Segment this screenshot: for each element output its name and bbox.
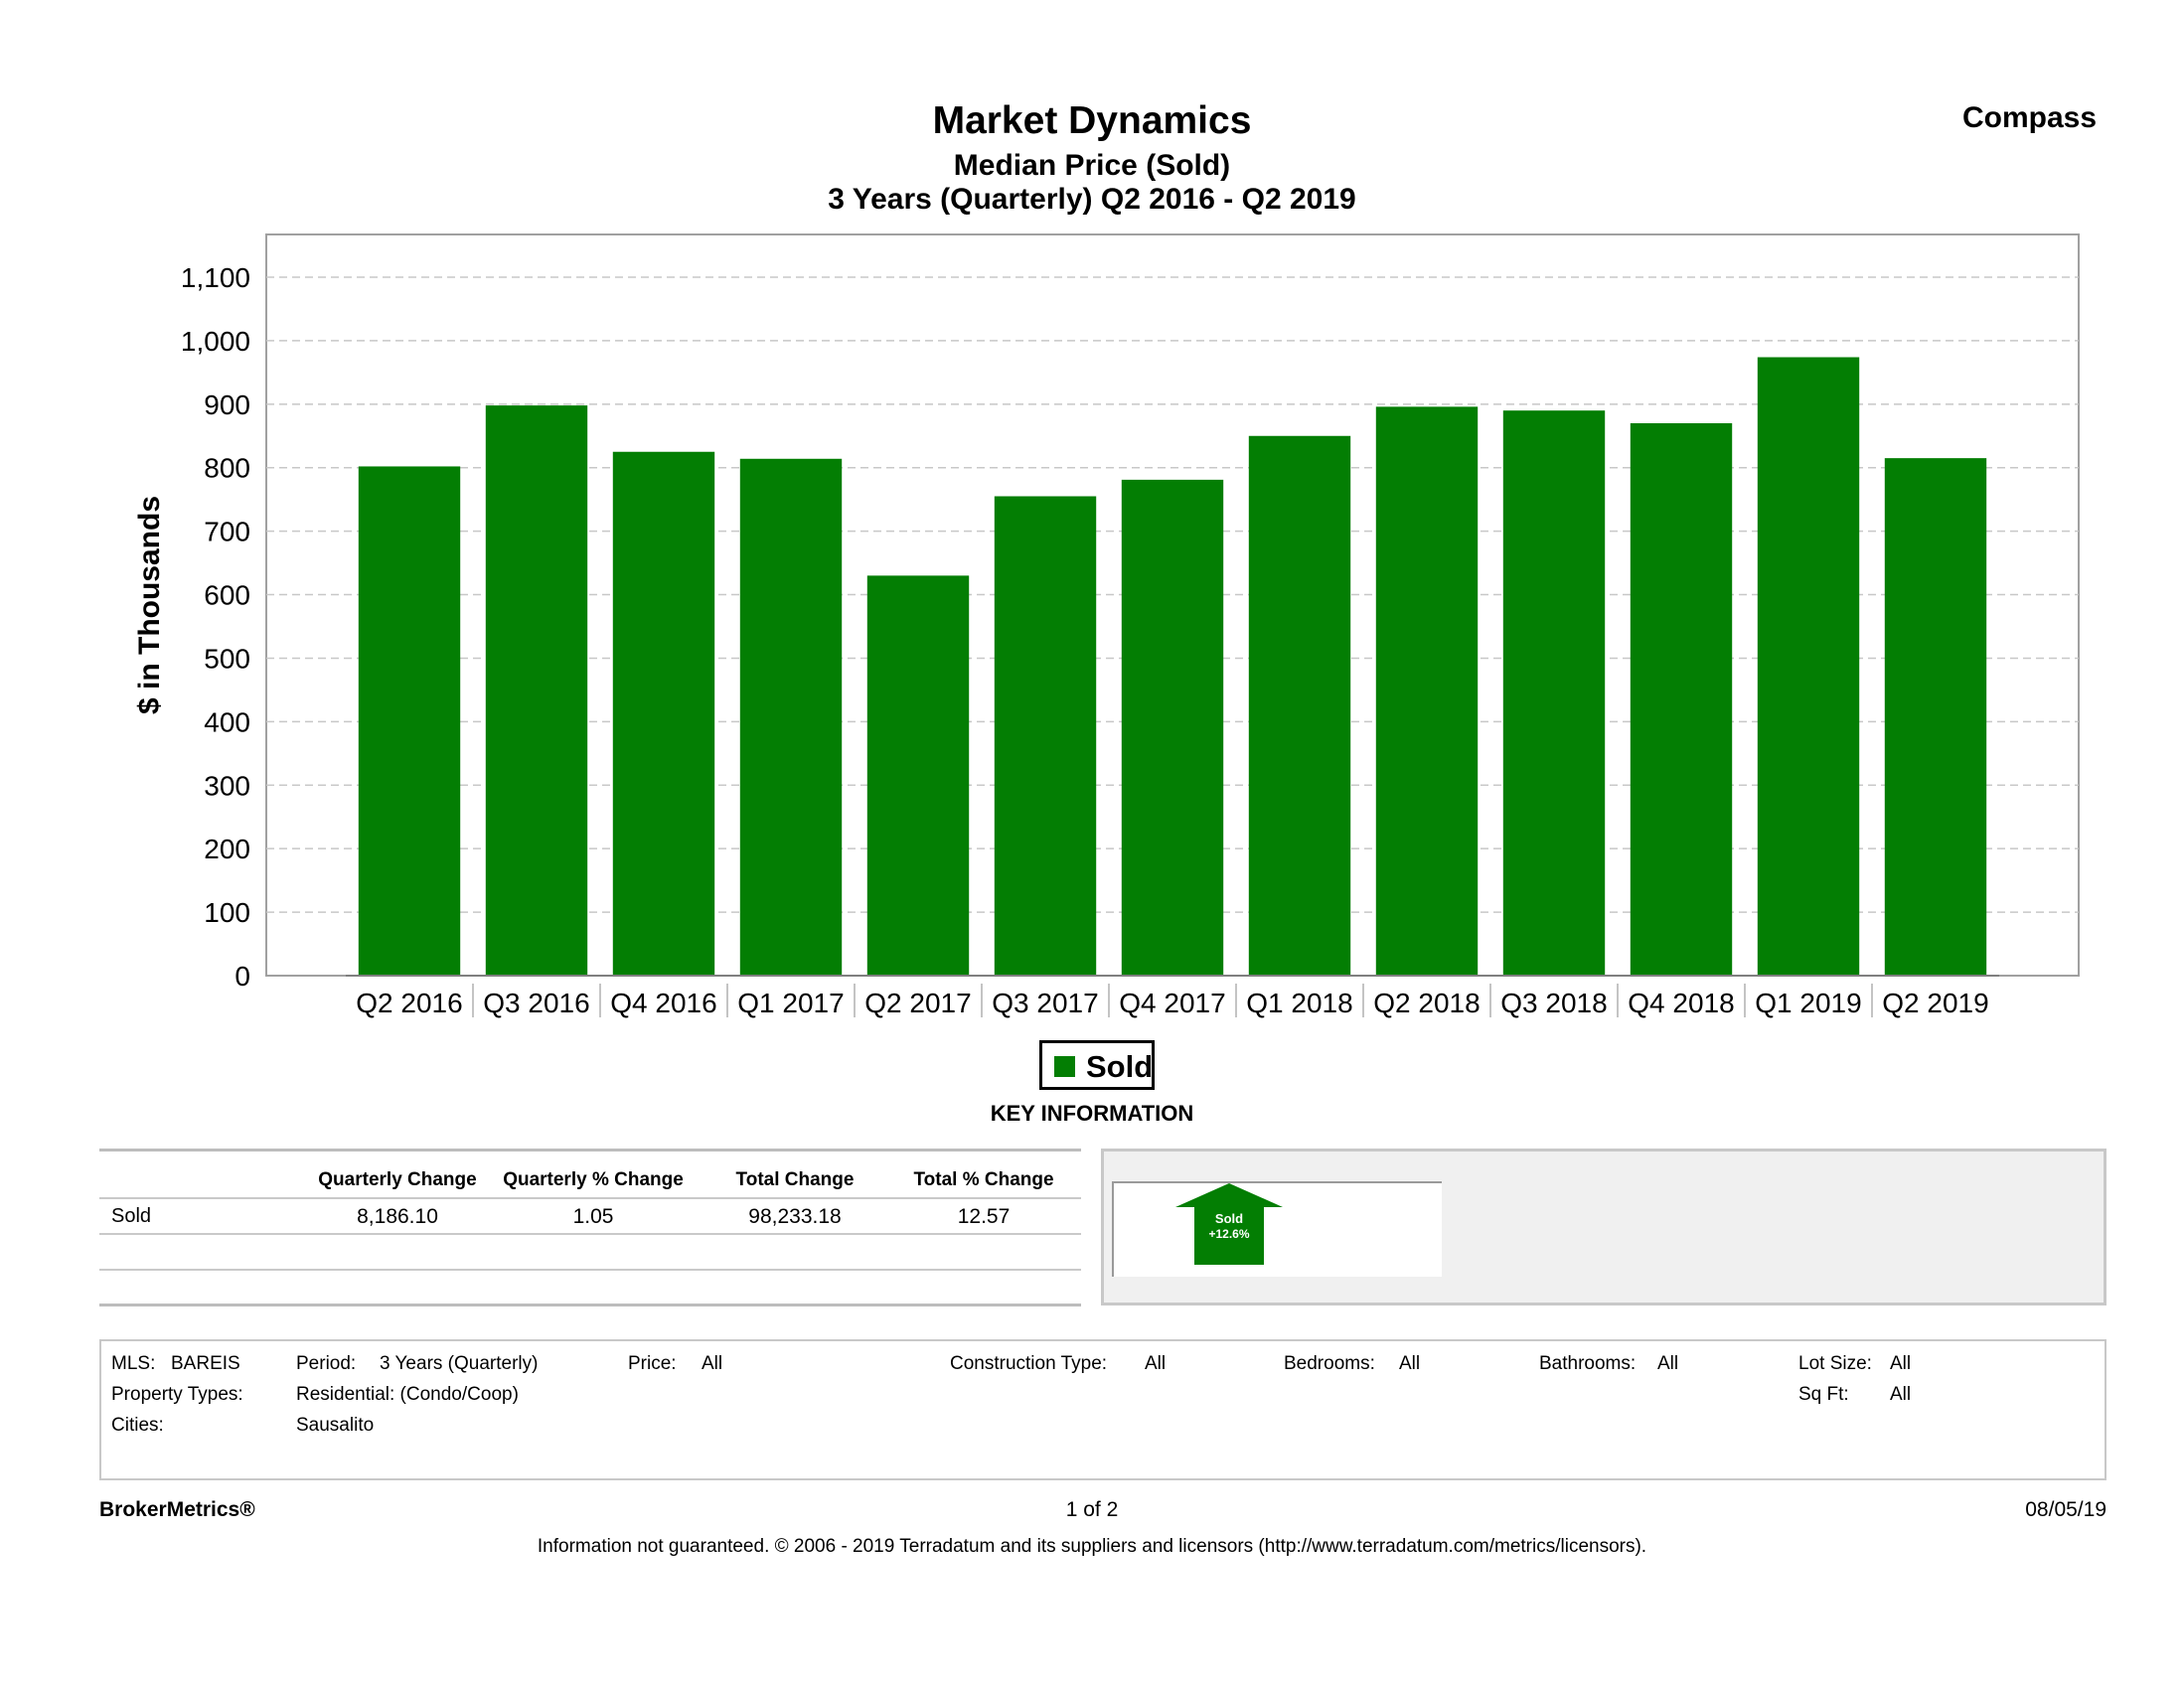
table-divider: [99, 1269, 1081, 1271]
up-arrow-icon: Sold +12.6%: [1175, 1183, 1283, 1265]
change-indicator-panel: Sold +12.6%: [1101, 1149, 2106, 1305]
sq-ft-label: Sq Ft:: [1798, 1384, 1849, 1405]
cities-label: Cities:: [111, 1415, 164, 1436]
mls-value: BAREIS: [171, 1353, 240, 1374]
bar: [739, 458, 843, 976]
key-information-title: KEY INFORMATION: [990, 1101, 1194, 1126]
bathrooms-label: Bathrooms:: [1539, 1353, 1637, 1374]
cell-quarterly-pct-change: 1.05: [572, 1205, 614, 1228]
brand-name: Compass: [1961, 101, 2097, 134]
header-quarterly-pct-change: Quarterly % Change: [503, 1169, 684, 1190]
construction-type-label: Construction Type:: [950, 1353, 1108, 1374]
bar: [1121, 479, 1224, 976]
bar: [1630, 422, 1733, 976]
up-arrow-shape: [1175, 1183, 1283, 1265]
y-tick-label: 200: [204, 834, 250, 864]
row-label: Sold: [111, 1205, 152, 1227]
arrow-change: +12.6%: [1208, 1227, 1249, 1241]
price-label: Price:: [628, 1353, 677, 1374]
x-tick-label: Q4 2018: [1628, 988, 1734, 1018]
lot-size-value: All: [1890, 1353, 1912, 1374]
legend-swatch: [1054, 1056, 1075, 1077]
construction-type-value: All: [1145, 1353, 1167, 1374]
x-tick-label: Q1 2018: [1246, 988, 1352, 1018]
bar: [358, 466, 461, 976]
x-tick-label: Q2 2016: [356, 988, 462, 1018]
y-tick-label: 0: [234, 961, 250, 992]
x-tick-label: Q2 2019: [1882, 988, 1988, 1018]
y-tick-label: 1,000: [181, 326, 250, 357]
y-tick-label: 900: [204, 389, 250, 420]
bar: [1884, 458, 1987, 977]
bar: [1248, 435, 1351, 977]
property-types-value: Residential: (Condo/Coop): [296, 1384, 519, 1405]
x-tick-label: Q2 2017: [864, 988, 971, 1018]
cell-total-change: 98,233.18: [748, 1205, 842, 1228]
y-tick-label: 400: [204, 706, 250, 737]
period-value: 3 Years (Quarterly): [380, 1353, 539, 1374]
y-tick-label: 700: [204, 517, 250, 547]
cell-quarterly-change: 8,186.10: [357, 1205, 438, 1228]
y-tick-label: 500: [204, 643, 250, 674]
period-label: Period:: [296, 1353, 357, 1374]
price-value: All: [702, 1353, 723, 1374]
table-divider: [99, 1197, 1081, 1199]
search-criteria-panel: MLS: BAREIS Period: 3 Years (Quarterly) …: [99, 1339, 2106, 1480]
x-tick-label: Q4 2016: [610, 988, 716, 1018]
bar: [612, 451, 715, 976]
sq-ft-value: All: [1890, 1384, 1912, 1405]
bar: [1375, 406, 1479, 977]
y-axis-label: $ in Thousands: [133, 496, 166, 714]
cities-value: Sausalito: [296, 1415, 375, 1436]
y-tick-label: 100: [204, 897, 250, 928]
change-indicator-card: Sold +12.6%: [1112, 1181, 1442, 1277]
x-tick-label: Q2 2018: [1373, 988, 1480, 1018]
bar: [485, 405, 588, 976]
bedrooms-label: Bedrooms:: [1284, 1353, 1375, 1374]
header-quarterly-change: Quarterly Change: [318, 1169, 477, 1190]
page-number: 1 of 2: [1065, 1498, 1119, 1521]
chart-legend: Sold: [1039, 1040, 1155, 1090]
bathrooms-value: All: [1657, 1353, 1679, 1374]
property-types-label: Property Types:: [111, 1384, 243, 1405]
y-tick-label: 600: [204, 580, 250, 611]
report-date: 08/05/19: [2025, 1498, 2106, 1521]
x-tick-label: Q3 2018: [1500, 988, 1607, 1018]
y-tick-label: 300: [204, 770, 250, 801]
x-tick-label: Q4 2017: [1119, 988, 1225, 1018]
footer-brand: BrokerMetrics®: [99, 1498, 255, 1521]
y-tick-label: 1,100: [181, 262, 250, 293]
page-title: Market Dynamics: [932, 99, 1252, 142]
bar-chart: 0 100 200 300 400 500 600 700 800 900 1,000 1,100 $ …: [133, 233, 2080, 1018]
mls-label: MLS:: [111, 1353, 156, 1374]
key-information-table: Quarterly Change Quarterly % Change Tota…: [99, 1149, 1081, 1306]
y-tick-label: 800: [204, 453, 250, 484]
x-tick-label: Q1 2019: [1755, 988, 1861, 1018]
x-tick-label: Q3 2017: [992, 988, 1098, 1018]
bar: [866, 575, 970, 976]
lot-size-label: Lot Size:: [1798, 1353, 1872, 1374]
bar: [1502, 410, 1606, 976]
header-total-change: Total Change: [735, 1169, 855, 1190]
bar: [1757, 357, 1860, 976]
legend-label: Sold: [1086, 1049, 1154, 1084]
arrow-label: Sold: [1215, 1211, 1243, 1226]
disclaimer: Information not guaranteed. © 2006 - 201…: [537, 1536, 1647, 1557]
header-total-pct-change: Total % Change: [913, 1169, 1054, 1190]
chart-subtitle: Median Price (Sold): [953, 149, 1231, 182]
x-tick-label: Q3 2016: [483, 988, 589, 1018]
chart-period: 3 Years (Quarterly) Q2 2016 - Q2 2019: [828, 183, 1356, 216]
bar: [994, 496, 1097, 976]
cell-total-pct-change: 12.57: [957, 1205, 1011, 1228]
x-tick-label: Q1 2017: [737, 988, 844, 1018]
table-divider: [99, 1233, 1081, 1235]
bedrooms-value: All: [1399, 1353, 1421, 1374]
